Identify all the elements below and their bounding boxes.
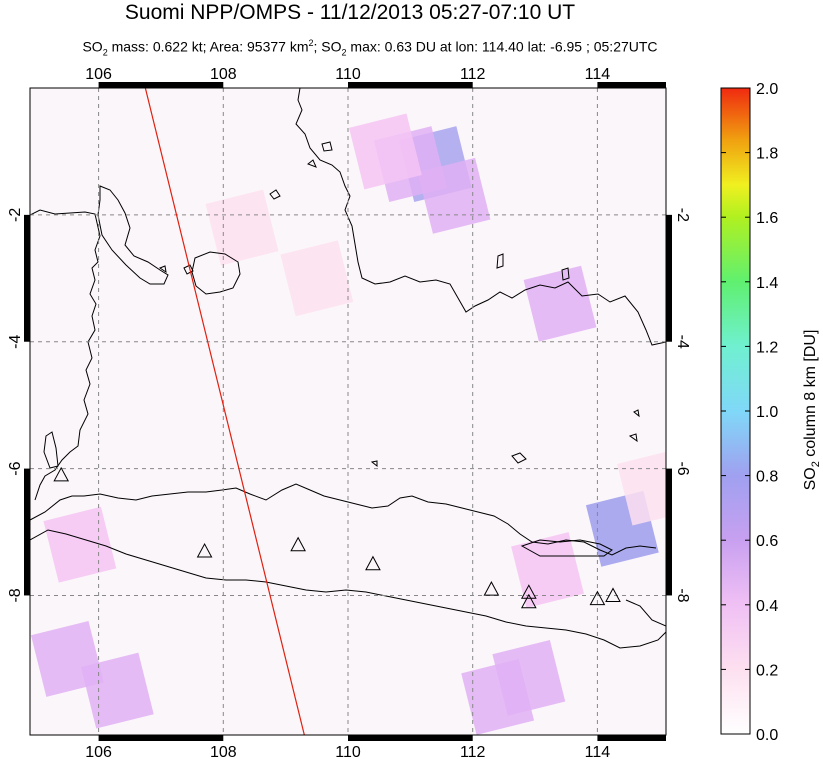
x-tick-label-top: 112: [460, 66, 486, 83]
borneo-coast: [295, 88, 666, 346]
frame-bar-bottom: [348, 735, 473, 741]
chart-title: Suomi NPP/OMPS - 11/12/2013 05:27-07:10 …: [124, 1, 576, 24]
y-tick-label-left: -8: [7, 588, 24, 602]
bali-lombok: [625, 599, 666, 627]
so2-cell: [523, 265, 597, 342]
volcano-marker: [520, 584, 537, 599]
y-tick-label-left: -2: [7, 208, 24, 222]
java-south-coast: [30, 529, 666, 649]
axis-frame-bars: [24, 82, 672, 741]
colorbar-tick-label: 0.0: [756, 727, 778, 744]
belitung-island: [191, 251, 241, 295]
x-tick-label-bottom: 114: [585, 744, 611, 759]
so2-cell: [43, 506, 117, 583]
colorbar-tick-label: 0.4: [756, 598, 778, 615]
frame-bar-left: [24, 214, 30, 342]
small-islands: [43, 141, 640, 469]
frame-bar-left: [24, 468, 30, 596]
colorbar-tick-label: 1.4: [756, 275, 778, 292]
java-north-coast: [30, 483, 657, 556]
volcano-marker: [589, 590, 606, 606]
volcano-marker: [605, 587, 621, 602]
x-tick-label-top: 114: [585, 66, 611, 83]
so2-cell: [511, 532, 584, 609]
x-tick-label-top: 106: [85, 66, 112, 83]
colorbar-ticks: 0.0 0.2 0.4 0.6 0.8 1.0 1.2 1.4 1.6 1.8 2.0: [721, 81, 778, 744]
x-tick-label-bottom: 106: [85, 744, 112, 759]
frame-bar-top: [348, 82, 473, 88]
so2-cell: [80, 652, 154, 729]
volcano-marker: [53, 466, 70, 482]
colorbar-tick-label: 1.2: [756, 339, 778, 356]
so2-cells: [31, 113, 666, 735]
frame-bar-right: [666, 468, 672, 596]
colorbar-tick-label: 0.8: [756, 469, 778, 486]
grid-lines: [30, 88, 666, 735]
colorbar-tick-label: 0.2: [756, 662, 778, 679]
colorbar-label: SO2 column 8 km [DU]: [802, 330, 822, 491]
madura-island: [520, 539, 613, 557]
axis-tick-labels: 106 106 108 108 110 110 112 112 114 114 -2 -2 -4 -4 -6…: [7, 66, 691, 759]
volcano-marker: [196, 542, 213, 558]
karimunjawa: [511, 452, 527, 464]
x-tick-label-bottom: 110: [335, 744, 361, 759]
frame-bar-top: [98, 82, 224, 88]
frame-bar-bottom: [98, 735, 224, 741]
so2-cell: [617, 449, 666, 526]
so2-cell: [349, 113, 422, 190]
chart-subtitle: SO2 mass: 0.622 kt; Area: 95377 km2; SO2…: [82, 38, 658, 58]
volcano-markers: [53, 466, 621, 609]
bangka-island: [97, 185, 169, 285]
colorbar-tick-label: 1.8: [756, 146, 778, 163]
colorbar-tick-label: 1.0: [756, 404, 778, 421]
volcano-marker: [520, 593, 537, 609]
y-tick-label-left: -6: [7, 461, 24, 475]
x-tick-label-top: 110: [335, 66, 361, 83]
y-tick-label-right: -8: [674, 588, 691, 602]
volcano-marker: [483, 581, 500, 596]
so2-cell: [461, 659, 535, 735]
y-tick-label-left: -4: [7, 335, 24, 349]
x-tick-label-top: 108: [210, 66, 237, 83]
y-tick-label-right: -6: [674, 461, 691, 475]
y-tick-label-right: -4: [674, 335, 691, 349]
x-tick-label-bottom: 112: [460, 744, 486, 759]
sumatra-coast: [30, 88, 101, 735]
x-tick-label-bottom: 108: [210, 744, 237, 759]
swath-edge-line: [144, 88, 305, 735]
so2-cell: [280, 240, 354, 317]
volcano-marker: [365, 555, 381, 571]
y-tick-label-right: -2: [674, 208, 691, 222]
colorbar-tick-label: 2.0: [756, 81, 778, 98]
coastlines: [30, 88, 666, 735]
volcano-marker: [290, 536, 306, 552]
frame-bar-right: [666, 214, 672, 342]
frame-bar-top: [597, 82, 666, 88]
frame-bar-bottom: [597, 735, 666, 741]
colorbar-tick-label: 0.6: [756, 533, 778, 550]
colorbar-tick-label: 1.6: [756, 210, 778, 227]
so2-cell: [205, 189, 279, 266]
